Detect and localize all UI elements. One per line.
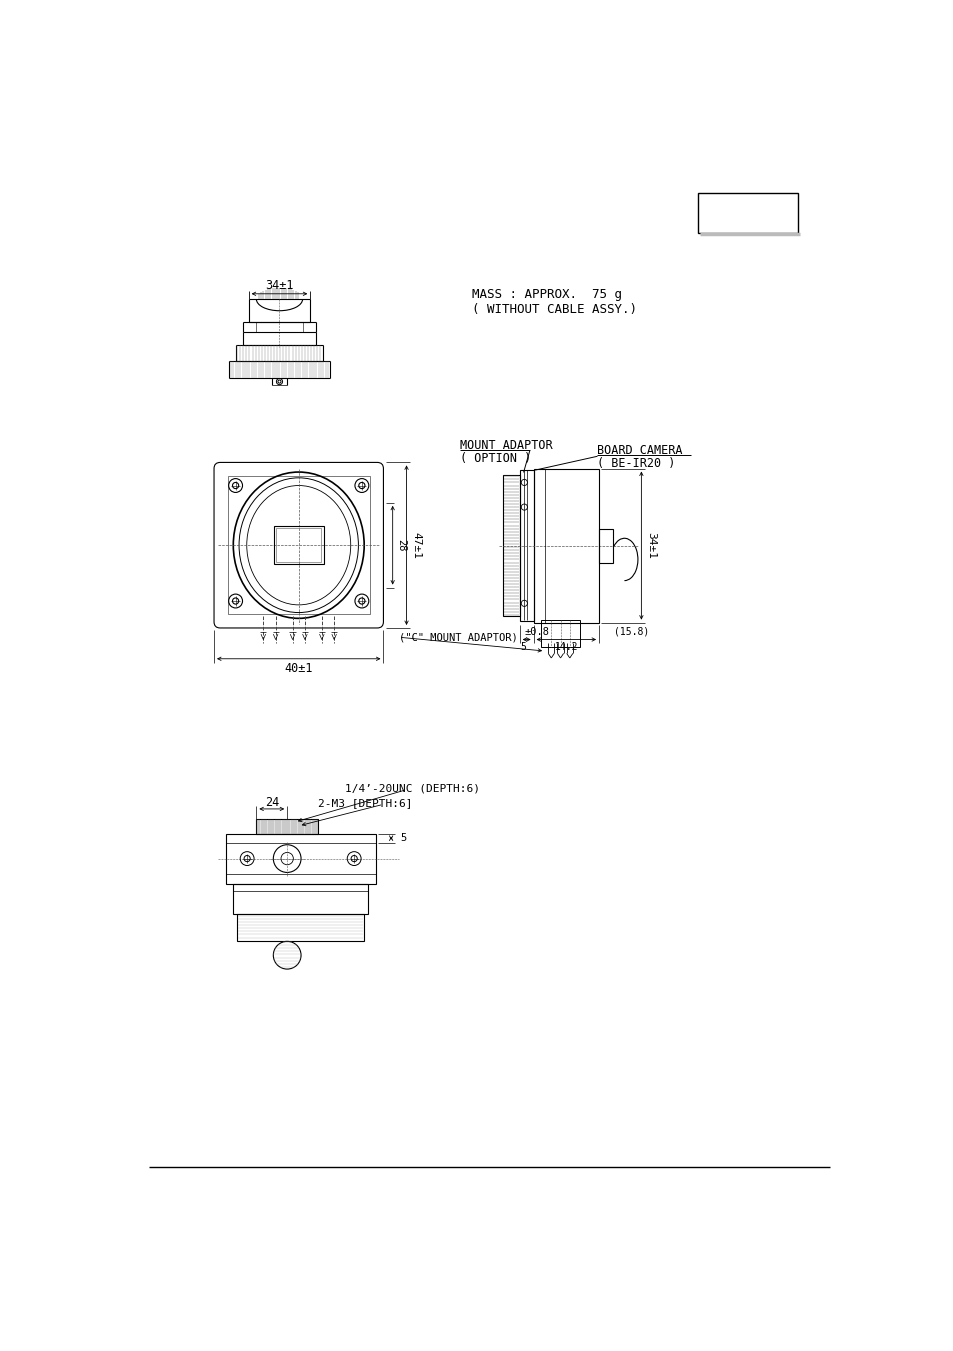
Bar [533, 469, 598, 623]
Text: 5: 5 [520, 642, 526, 653]
Text: ( OPTION ): ( OPTION ) [460, 453, 531, 465]
Text: ( WITHOUT CABLE ASSY.): ( WITHOUT CABLE ASSY.) [472, 303, 637, 316]
Text: 40±1: 40±1 [284, 662, 313, 674]
Text: ("C" MOUNT ADAPTOR): ("C" MOUNT ADAPTOR) [398, 632, 517, 642]
Text: 5: 5 [400, 834, 406, 843]
Bar [598, 528, 612, 562]
Text: 14.2: 14.2 [554, 642, 578, 653]
Bar [502, 474, 519, 616]
Text: 47±1: 47±1 [411, 532, 421, 559]
Text: ( BE-IR20 ): ( BE-IR20 ) [597, 458, 675, 470]
Text: MASS : APPROX.  75 g: MASS : APPROX. 75 g [472, 288, 621, 301]
Text: ±0.8: ±0.8 [524, 627, 549, 636]
Bar [237, 915, 364, 942]
Bar [697, 193, 797, 232]
Text: 34±1: 34±1 [265, 278, 294, 292]
Bar [256, 819, 317, 834]
Bar [228, 477, 369, 615]
Text: 2-M3 [DEPTH:6]: 2-M3 [DEPTH:6] [317, 797, 412, 808]
Bar [519, 470, 533, 621]
Text: 1/4’-20UNC (DEPTH:6): 1/4’-20UNC (DEPTH:6) [345, 784, 479, 793]
Text: 24: 24 [264, 796, 278, 809]
Text: BOARD CAMERA: BOARD CAMERA [597, 444, 682, 458]
Bar [274, 526, 323, 565]
Text: (15.8): (15.8) [614, 627, 649, 636]
Text: 28: 28 [396, 539, 406, 551]
Bar [233, 884, 368, 915]
Bar [275, 528, 321, 562]
Bar [225, 834, 375, 884]
Text: 34±1: 34±1 [646, 532, 656, 559]
Bar [540, 620, 579, 647]
Text: MOUNT ADAPTOR: MOUNT ADAPTOR [460, 439, 553, 453]
